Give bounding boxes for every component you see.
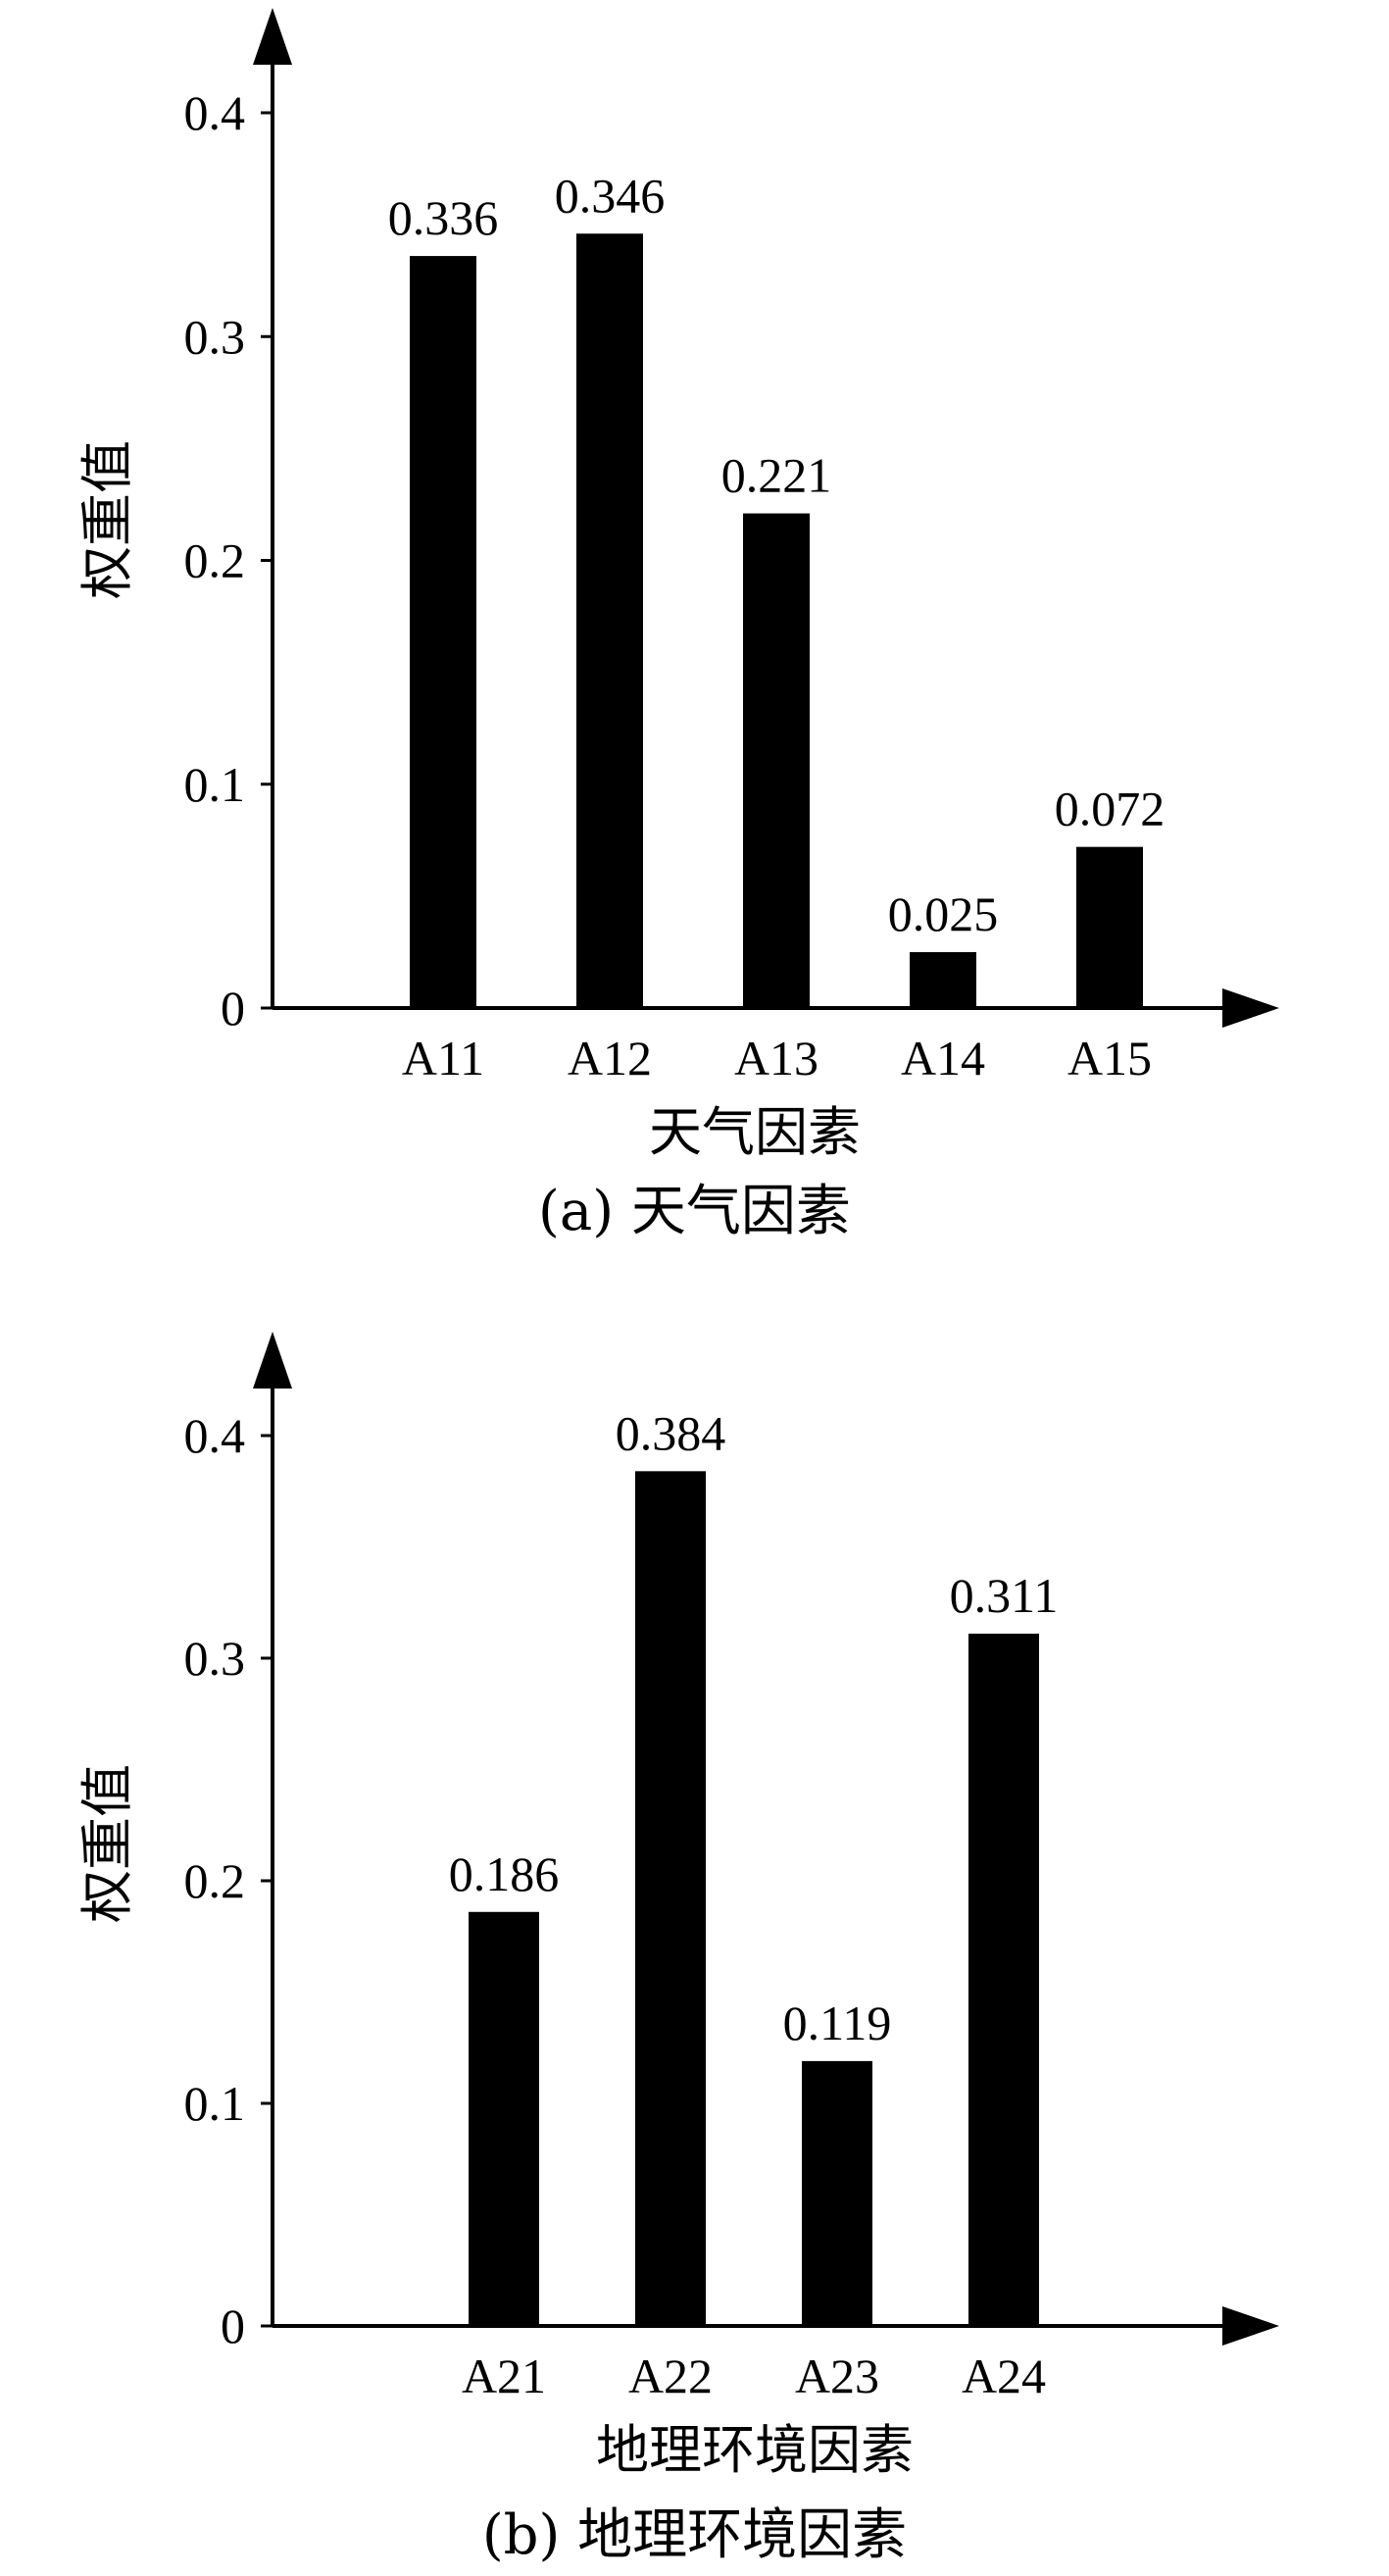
y-tick-label: 0.3 [184,1631,246,1686]
bar-value-label: 0.119 [783,1995,892,2050]
x-tick-label: A12 [568,1031,652,1086]
x-tick-label: A22 [628,2349,713,2403]
bar [635,1471,706,2326]
y-tick-label: 0 [221,2298,245,2353]
chart-weather-factors: 0 0.1 0.2 0.3 0.4 权重值 0.336 A11 0.346 A12 0.221 A13… [76,8,1279,1157]
y-tick-label: 0.3 [184,309,246,364]
y-tick-label: 0.1 [184,2076,246,2131]
caption-b: (b) 地理环境因素 [481,2503,908,2567]
y-axis-arrow [253,8,292,65]
chart-geographic-environment-factors: 0 0.1 0.2 0.3 0.4 权重值 0.186 A21 0.384 A22 0.119 A23… [76,1332,1279,2481]
y-tick-label: 0.4 [184,1408,246,1463]
y-tick-label: 0.2 [184,1853,246,1908]
x-tick-label: A21 [462,2349,546,2403]
bar [968,1634,1039,2326]
x-tick-label: A23 [795,2349,879,2403]
caption-a: (a) 天气因素 [538,1180,851,1243]
bar-value-label: 0.072 [1055,782,1166,836]
bar-value-label: 0.025 [888,886,999,941]
bar [910,951,976,1008]
y-tick-label: 0.1 [184,757,246,812]
x-tick-label: A11 [402,1031,484,1086]
x-tick-label: A13 [734,1031,819,1086]
x-axis-arrow [1222,2306,1279,2346]
y-tick-label: 0 [221,981,245,1035]
y-axis-arrow [253,1332,292,1389]
y-tick-label: 0.4 [184,85,246,140]
x-tick-label: A24 [962,2349,1046,2403]
x-axis-arrow [1222,988,1279,1028]
bar [410,256,476,1009]
y-axis-title: 权重值 [76,1764,138,1923]
x-tick-label: A14 [901,1031,985,1086]
bar [469,1911,539,2326]
bar-value-label: 0.346 [555,168,666,223]
bar-value-label: 0.311 [950,1568,1059,1623]
bar [743,513,810,1008]
x-tick-label: A15 [1067,1031,1152,1086]
bar-value-label: 0.221 [721,448,832,503]
x-axis-title: 天气因素 [649,1101,861,1157]
bar-value-label: 0.384 [616,1405,726,1460]
bar [576,233,643,1008]
bar [802,2060,872,2326]
bar [1076,846,1143,1008]
bar-value-label: 0.186 [449,1846,560,1901]
y-axis-title: 权重值 [76,440,138,599]
x-axis-title: 地理环境因素 [596,2419,914,2481]
y-tick-label: 0.2 [184,533,246,588]
bar-value-label: 0.336 [388,190,499,245]
